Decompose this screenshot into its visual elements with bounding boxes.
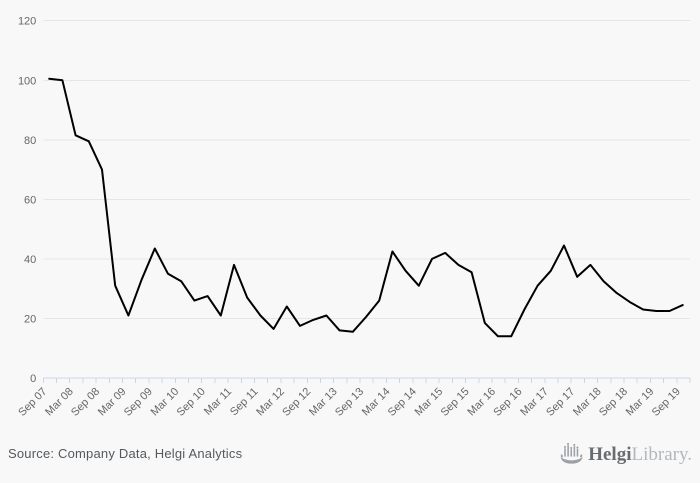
line-chart: 0 20 40 60 80 100 120 Sep 07 Mar 08 Sep 08 Mar 09 S…	[0, 0, 700, 432]
x-tick-label: Sep 13	[333, 386, 366, 419]
series-line[interactable]	[48, 77, 684, 338]
ship-icon	[559, 442, 584, 467]
x-tick-label: Sep 12	[280, 386, 313, 419]
chart-footer: Source: Company Data, Helgi Analytics	[0, 432, 700, 483]
x-tick-label: Sep 16	[491, 386, 524, 419]
y-tick-label: 120	[18, 16, 36, 28]
x-tick-label: Sep 15	[439, 386, 472, 419]
source-note: Source: Company Data, Helgi Analytics	[8, 446, 243, 461]
x-tick-label: Sep 09	[122, 386, 155, 419]
x-tick-label: Mar 11	[202, 386, 234, 418]
logo-wordmark: HelgiLibrary.	[588, 443, 692, 467]
y-tick-label: 100	[18, 75, 36, 87]
logo-brand-suffix: Library.	[631, 443, 693, 465]
x-tick-label: Sep 11	[228, 386, 261, 419]
x-tick-label: Sep 18	[597, 386, 630, 419]
x-tick-label: Sep 08	[69, 386, 102, 419]
x-tick-label: Sep 19	[650, 386, 683, 419]
x-tick-label: Sep 07	[16, 386, 49, 419]
y-tick-label: 40	[24, 254, 36, 266]
y-tick-label: 0	[30, 373, 36, 385]
y-tick-label: 20	[24, 313, 36, 325]
logo-brand: Helgi	[588, 443, 632, 465]
y-tick-label: 60	[24, 194, 36, 206]
helgi-library-logo[interactable]: HelgiLibrary.	[559, 442, 692, 467]
y-tick-label: 80	[24, 135, 36, 147]
x-tick-label: Sep 10	[175, 386, 208, 419]
x-tick-label: Sep 17	[544, 386, 577, 419]
x-tick-label: Sep 14	[386, 386, 419, 419]
